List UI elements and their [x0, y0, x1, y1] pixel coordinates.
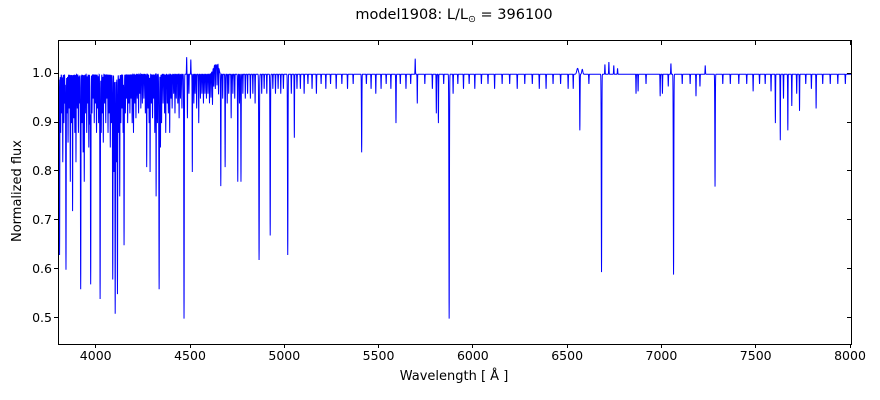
- y-tick-right: [847, 317, 851, 319]
- y-tick: [54, 219, 58, 221]
- y-tick-label: 0.8: [32, 162, 52, 178]
- y-tick: [54, 268, 58, 270]
- x-tick-label: 4500: [174, 348, 206, 363]
- y-tick-right: [847, 268, 851, 270]
- x-tick-label: 6000: [456, 348, 489, 363]
- x-tick-top: [378, 41, 380, 45]
- x-tick-label: 5000: [268, 348, 301, 363]
- y-axis-label-wrap: Normalized flux: [6, 121, 25, 261]
- x-tick-label: 7000: [645, 348, 678, 363]
- x-tick-top: [472, 41, 474, 45]
- x-tick: [283, 344, 285, 348]
- plot-area: [58, 40, 852, 345]
- chart-title: model1908: L/L⊙ = 396100: [58, 7, 850, 25]
- x-tick-top: [283, 41, 285, 45]
- spectrum-line: [59, 57, 851, 319]
- y-tick-label: 0.9: [32, 114, 52, 130]
- spectrum-svg: [59, 57, 851, 319]
- x-axis-label: Wavelength [ Å ]: [399, 369, 509, 384]
- x-tick-top: [660, 41, 662, 45]
- x-tick-top: [755, 41, 757, 45]
- x-tick: [95, 344, 97, 348]
- x-tick-label: 5500: [362, 348, 395, 363]
- y-tick-right: [847, 121, 851, 123]
- x-tick-top: [849, 41, 851, 45]
- y-tick-right: [847, 170, 851, 172]
- y-tick-right: [847, 219, 851, 221]
- y-tick: [54, 170, 58, 172]
- x-tick: [660, 344, 662, 348]
- y-tick-label: 0.5: [32, 309, 52, 325]
- y-tick: [54, 317, 58, 319]
- x-tick: [849, 344, 851, 348]
- chart-title-suffix: = 396100: [475, 7, 553, 23]
- x-tick-top: [189, 41, 191, 45]
- x-tick: [566, 344, 568, 348]
- x-tick: [378, 344, 380, 348]
- x-tick-label: 6500: [551, 348, 584, 363]
- y-tick-label: 1.0: [32, 65, 52, 81]
- x-tick-label: 7500: [739, 348, 772, 363]
- x-tick: [755, 344, 757, 348]
- y-tick: [54, 72, 58, 74]
- x-tick-label: 8000: [834, 348, 866, 363]
- y-tick-label: 0.6: [32, 260, 52, 276]
- x-tick: [189, 344, 191, 348]
- x-tick-top: [566, 41, 568, 45]
- chart-title-prefix: model1908: L/L: [355, 7, 468, 23]
- x-tick-label: 4000: [79, 348, 112, 363]
- sun-symbol-subscript: ⊙: [467, 14, 476, 25]
- y-tick: [54, 121, 58, 123]
- y-tick-label: 0.7: [32, 211, 52, 227]
- y-tick-right: [847, 72, 851, 74]
- x-tick-top: [95, 41, 97, 45]
- x-tick: [472, 344, 474, 348]
